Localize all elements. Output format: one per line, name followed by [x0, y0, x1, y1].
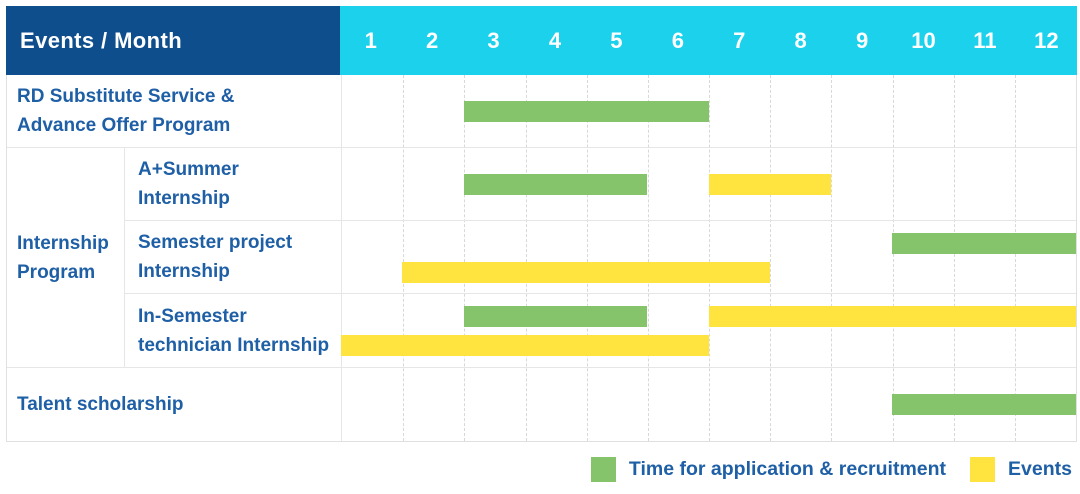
- table-body: RD Substitute Service & Advance Offer Pr…: [6, 75, 1077, 442]
- legend: Time for application & recruitment Event…: [590, 457, 1072, 482]
- recruitment-bar: [463, 101, 709, 122]
- row-label-a-summer-internship: A+Summer Internship: [125, 148, 341, 221]
- month-header-5: 5: [610, 27, 623, 53]
- chart-row-in-semester-technician-internship: [341, 294, 1076, 368]
- legend-swatch-events-icon: [970, 457, 996, 482]
- month-header-11: 11: [973, 27, 997, 53]
- header-title-cell: Events / Month: [6, 6, 340, 75]
- month-header-row: 1 2 3 4 5 6 7 8 9 10 11 12: [340, 6, 1077, 75]
- recruitment-bar: [463, 306, 648, 327]
- recruitment-bar: [463, 174, 648, 195]
- month-header-6: 6: [671, 27, 684, 53]
- month-header-2: 2: [426, 27, 439, 53]
- recruitment-bar: [892, 233, 1076, 254]
- chart-row-semester-project-internship: [341, 221, 1076, 294]
- legend-swatch-recruitment-icon: [590, 457, 616, 482]
- chart-row-a-summer-internship: [341, 148, 1076, 221]
- month-header-10: 10: [911, 27, 936, 53]
- row-label-rd-substitute: RD Substitute Service & Advance Offer Pr…: [7, 75, 341, 148]
- month-header-3: 3: [487, 27, 500, 53]
- row-label-in-semester-technician-internship: In-Semester technician Internship: [125, 294, 341, 368]
- events-bar: [402, 262, 770, 283]
- month-header-12: 12: [1034, 27, 1059, 53]
- legend-item-events: Events: [970, 457, 1072, 482]
- row-label-semester-project-internship: Semester project Internship: [125, 221, 341, 294]
- events-bar: [708, 174, 831, 195]
- chart-row-talent-scholarship: [341, 368, 1076, 441]
- legend-item-recruitment: Time for application & recruitment: [590, 457, 947, 482]
- events-table: Events / Month 1 2 3 4 5 6 7 8 9 10 11 12 RD Substi…: [6, 6, 1077, 442]
- month-header-9: 9: [855, 27, 869, 53]
- legend-label-recruitment: Time for application & recruitment: [628, 458, 947, 480]
- recruitment-bar: [892, 394, 1076, 415]
- legend-label-events: Events: [1008, 458, 1072, 480]
- month-header-4: 4: [548, 27, 562, 53]
- row-label-talent-scholarship: Talent scholarship: [17, 394, 184, 415]
- row-group-label-internship-program: Internship Program: [7, 148, 125, 368]
- month-header-8: 8: [794, 27, 807, 53]
- events-bar: [341, 335, 709, 356]
- events-bar: [708, 306, 1076, 327]
- month-header-1: 1: [364, 27, 377, 53]
- chart-row-rd-substitute: [341, 75, 1076, 148]
- month-header-7: 7: [733, 27, 746, 53]
- table-header-row: Events / Month 1 2 3 4 5 6 7 8 9 10 11 12: [6, 6, 1077, 75]
